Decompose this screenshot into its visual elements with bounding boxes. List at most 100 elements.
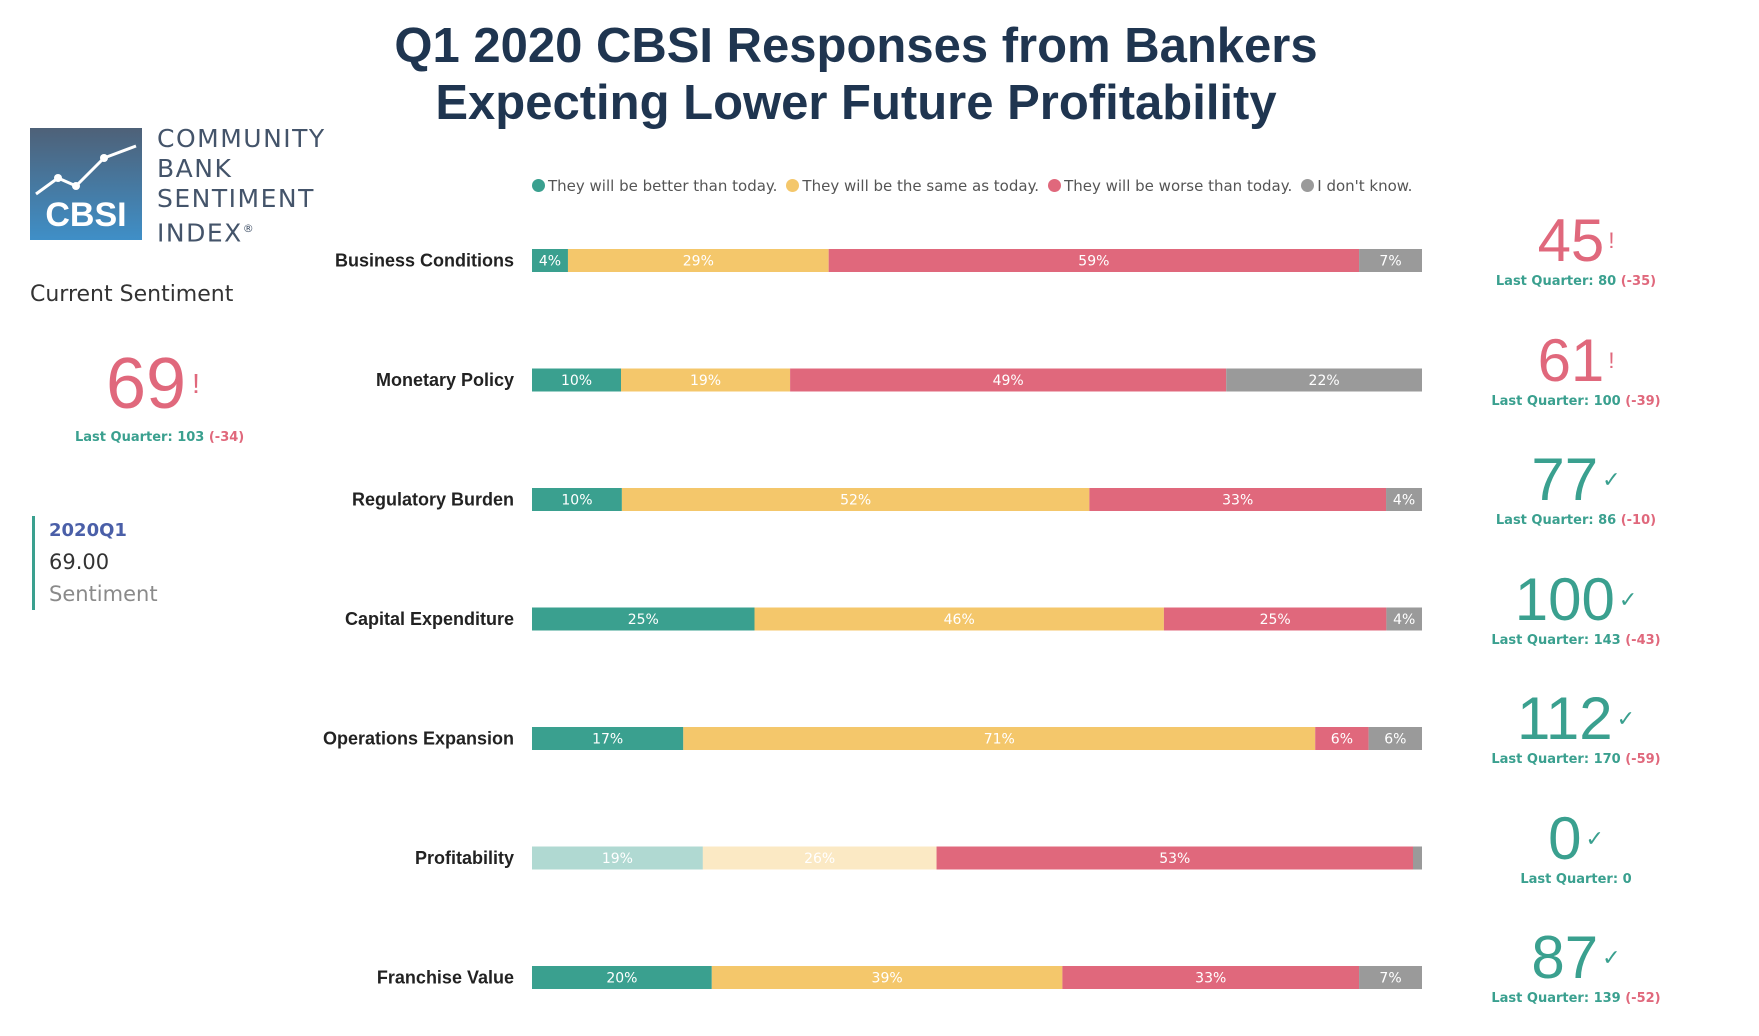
bar-segment[interactable]	[702, 846, 937, 870]
bar-segment[interactable]	[532, 368, 621, 392]
current-last-quarter: Last Quarter: 103 (-34)	[75, 430, 244, 445]
indicator-value: 0 ✓	[1446, 804, 1706, 872]
category-label: Monetary Policy	[376, 370, 514, 390]
bar-data-label: 33%	[1222, 493, 1253, 509]
chart-title-line-1: Q1 2020 CBSI Responses from Bankers	[394, 19, 1318, 73]
alert-icon: !	[1608, 347, 1615, 373]
indicator-kpi: 61! Last Quarter: 100 (-39)	[1446, 329, 1706, 409]
check-icon: ✓	[1616, 706, 1636, 731]
indicator-value: 77 ✓	[1446, 449, 1706, 511]
legend-item-3: I don't know.	[1301, 177, 1412, 195]
bar-segment[interactable]	[828, 249, 1360, 272]
bar-segment[interactable]	[1359, 249, 1422, 272]
alert-icon: !	[1608, 228, 1615, 253]
bar-segment[interactable]	[1089, 488, 1387, 511]
legend-dot-3	[1301, 179, 1315, 192]
indicator-last-quarter-text: Last Quarter: 143	[1491, 632, 1621, 648]
category-label: Operations Expansion	[323, 729, 514, 749]
category-label: Business Conditions	[335, 251, 514, 271]
bar-segment[interactable]	[532, 607, 755, 631]
bar-segment[interactable]	[532, 966, 712, 989]
alert-icon: !	[192, 368, 200, 399]
bar-data-label: 25%	[1260, 612, 1291, 628]
logo-text-bank: BANK	[157, 154, 233, 183]
indicator-kpi: 112 ✓ Last Quarter: 170 (-59)	[1446, 688, 1706, 768]
indicator-number: 77	[1531, 446, 1599, 513]
legend-label-3: I don't know.	[1317, 177, 1413, 195]
bar-segment[interactable]	[532, 727, 684, 750]
indicator-last-quarter-text: Last Quarter: 86	[1495, 513, 1617, 528]
indicator-last-quarter: Last Quarter: 143 (-43)	[1446, 633, 1706, 648]
current-last-quarter-text: Last Quarter: 103	[75, 430, 205, 445]
indicator-last-quarter: Last Quarter: 170 (-59)	[1446, 752, 1706, 767]
check-icon: ✓	[1585, 825, 1604, 851]
legend-dot-2	[1048, 179, 1062, 192]
bar-data-label: 53%	[1159, 851, 1190, 867]
sentiment-card: 2020Q1 69.00 Sentiment	[32, 516, 209, 610]
bar-segment[interactable]	[532, 846, 703, 870]
bar-segment[interactable]	[1163, 607, 1387, 631]
logo-text-index-word: INDEX	[157, 218, 243, 248]
chart-legend: They will be better than today. They will…	[532, 177, 1421, 195]
bar-data-label: 46%	[944, 612, 975, 628]
indicator-change-text: (-59)	[1620, 752, 1661, 767]
bar-data-label: 71%	[984, 732, 1015, 748]
check-icon: ✓	[1618, 586, 1638, 612]
bar-data-label: 19%	[602, 851, 633, 867]
bar-segment[interactable]	[621, 488, 1090, 511]
bar-data-label: 26%	[804, 851, 835, 867]
bar-segment[interactable]	[1386, 488, 1422, 511]
bar-segment[interactable]	[711, 966, 1063, 989]
indicator-number: 0	[1548, 804, 1582, 872]
logo-text-community: COMMUNITY	[157, 124, 326, 153]
bar-segment[interactable]	[567, 249, 829, 272]
bar-data-label: 33%	[1195, 971, 1226, 987]
bar-data-label: 39%	[872, 971, 903, 987]
bar-data-label: 4%	[539, 254, 561, 270]
logo-abbrev: CBSI	[45, 196, 126, 234]
legend-label-0: They will be better than today.	[548, 177, 778, 195]
bar-data-label: 4%	[1393, 612, 1415, 628]
category-label: Capital Expenditure	[345, 609, 514, 629]
bar-segment[interactable]	[683, 727, 1316, 750]
bar-segment[interactable]	[1368, 727, 1422, 750]
logo-text-index: INDEX®	[157, 214, 255, 248]
bar-segment[interactable]	[754, 607, 1164, 631]
bar-data-label: 17%	[592, 732, 623, 748]
bar-segment[interactable]	[1315, 727, 1369, 750]
indicator-kpi: 77 ✓ Last Quarter: 86 (-10)	[1446, 449, 1706, 529]
indicator-value: 61!	[1446, 329, 1706, 392]
bar-segment[interactable]	[1226, 368, 1422, 392]
bar-data-label: 10%	[561, 493, 592, 509]
indicator-change-text: (-10)	[1616, 513, 1657, 528]
indicator-last-quarter-text: Last Quarter: 170	[1491, 752, 1621, 767]
legend-label-2: They will be worse than today.	[1064, 177, 1293, 195]
legend-dot-1	[786, 179, 800, 192]
category-label: Franchise Value	[377, 968, 514, 988]
bar-segment[interactable]	[532, 488, 622, 511]
bar-segment[interactable]	[790, 368, 1227, 392]
bar-data-label: 6%	[1384, 732, 1406, 748]
card-value: 69.00	[49, 550, 110, 574]
indicator-value: 87 ✓	[1446, 927, 1706, 989]
card-period: 2020Q1	[49, 520, 127, 541]
category-label: Regulatory Burden	[352, 490, 514, 510]
bar-segment[interactable]	[621, 368, 791, 392]
bar-segment[interactable]	[1413, 846, 1422, 870]
card-label: Sentiment	[49, 582, 158, 606]
bar-segment[interactable]	[1062, 966, 1360, 989]
bar-data-label: 49%	[993, 373, 1024, 389]
bar-segment[interactable]	[1359, 966, 1422, 989]
indicator-value: 100 ✓	[1446, 568, 1706, 631]
indicator-change-text: (-35)	[1616, 274, 1657, 289]
indicator-last-quarter-text: Last Quarter: 80	[1495, 274, 1617, 289]
bar-segment[interactable]	[532, 249, 568, 272]
indicator-kpi: 87 ✓ Last Quarter: 139 (-52)	[1446, 927, 1706, 1007]
legend-item-1: They will be the same as today.	[786, 177, 1039, 195]
indicator-number: 87	[1531, 924, 1599, 991]
indicator-last-quarter: Last Quarter: 80 (-35)	[1446, 274, 1706, 289]
bar-segment[interactable]	[1386, 607, 1422, 631]
indicator-last-quarter: Last Quarter: 100 (-39)	[1446, 394, 1706, 409]
bar-segment[interactable]	[936, 846, 1414, 870]
